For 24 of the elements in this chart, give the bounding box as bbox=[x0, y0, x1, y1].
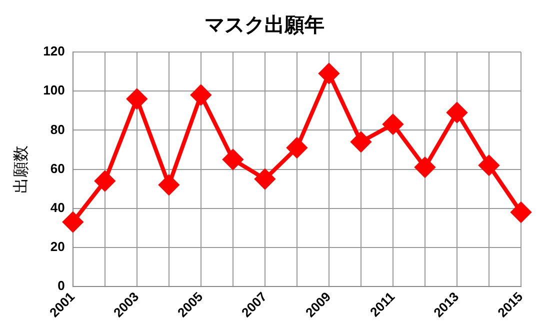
y-tick-label: 80 bbox=[50, 122, 65, 137]
point bbox=[94, 170, 115, 191]
point bbox=[254, 169, 275, 190]
point bbox=[62, 212, 83, 232]
point bbox=[446, 102, 467, 123]
point bbox=[126, 88, 147, 109]
y-tick-label: 100 bbox=[43, 82, 65, 98]
point bbox=[190, 84, 211, 105]
y-tick-label: 120 bbox=[43, 44, 65, 59]
point bbox=[350, 132, 371, 152]
chart-title: マスク出願年 bbox=[204, 14, 324, 37]
y-tick-label: 40 bbox=[50, 200, 65, 215]
point bbox=[382, 114, 403, 134]
y-axis-title: 出願数 bbox=[12, 145, 30, 194]
point bbox=[158, 174, 179, 195]
point bbox=[414, 157, 435, 178]
point bbox=[222, 149, 243, 170]
y-tick-label: 0 bbox=[58, 278, 65, 294]
point bbox=[511, 202, 531, 222]
y-tick-label: 60 bbox=[50, 160, 65, 176]
point bbox=[318, 64, 339, 84]
y-tick-label: 20 bbox=[50, 239, 65, 254]
point bbox=[286, 138, 307, 158]
point bbox=[478, 155, 499, 176]
